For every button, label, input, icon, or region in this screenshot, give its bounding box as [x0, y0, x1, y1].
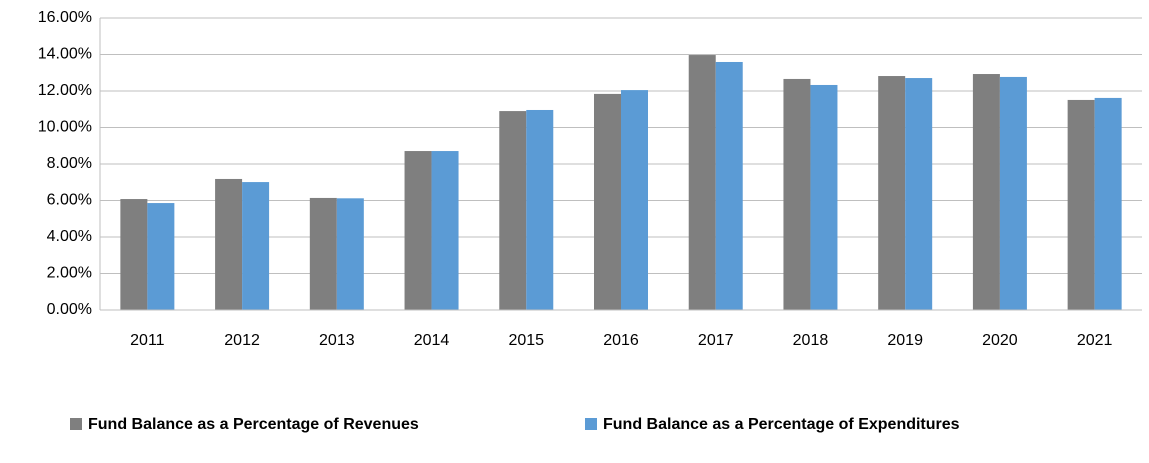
bar	[242, 182, 270, 310]
x-tick-label: 2014	[414, 332, 450, 349]
bar	[594, 93, 621, 310]
x-tick-label: 2018	[793, 332, 829, 349]
bar	[336, 198, 364, 310]
y-tick-label: 4.00%	[47, 228, 92, 245]
bar	[972, 74, 1000, 310]
legend-label: Fund Balance as a Percentage of Expendit…	[603, 416, 960, 433]
x-tick-label: 2019	[887, 332, 923, 349]
y-tick-label: 0.00%	[47, 301, 92, 318]
bar	[431, 151, 459, 310]
legend-swatch	[70, 418, 82, 430]
bar	[1094, 97, 1122, 310]
x-tick-label: 2012	[224, 332, 260, 349]
bar	[526, 109, 554, 310]
bar	[309, 197, 337, 310]
x-tick-label: 2011	[130, 332, 165, 349]
y-tick-label: 6.00%	[47, 192, 92, 209]
x-tick-label: 2016	[603, 332, 639, 349]
bar	[621, 90, 648, 311]
y-tick-label: 14.00%	[38, 46, 92, 63]
bar	[783, 78, 811, 310]
y-tick-label: 12.00%	[38, 82, 92, 99]
x-tick-label: 2013	[319, 332, 355, 349]
bar	[120, 199, 148, 310]
legend-swatch	[585, 418, 597, 430]
x-tick-label: 2015	[508, 332, 544, 349]
x-tick-label: 2017	[698, 332, 734, 349]
x-tick-label: 2020	[982, 332, 1018, 349]
y-tick-label: 8.00%	[47, 155, 92, 172]
bar	[810, 84, 838, 310]
bar	[1067, 99, 1095, 310]
bar	[147, 203, 175, 310]
y-tick-label: 16.00%	[38, 9, 92, 26]
bar	[404, 151, 432, 310]
bar	[999, 76, 1027, 310]
bar	[905, 78, 933, 310]
legend-label: Fund Balance as a Percentage of Revenues	[88, 416, 419, 433]
bar	[878, 76, 906, 310]
bar	[688, 55, 716, 310]
y-tick-label: 2.00%	[47, 265, 92, 282]
bar	[499, 111, 527, 310]
y-tick-label: 10.00%	[38, 119, 92, 136]
bar	[715, 61, 743, 310]
x-tick-label: 2021	[1077, 332, 1113, 349]
bar	[215, 178, 243, 310]
